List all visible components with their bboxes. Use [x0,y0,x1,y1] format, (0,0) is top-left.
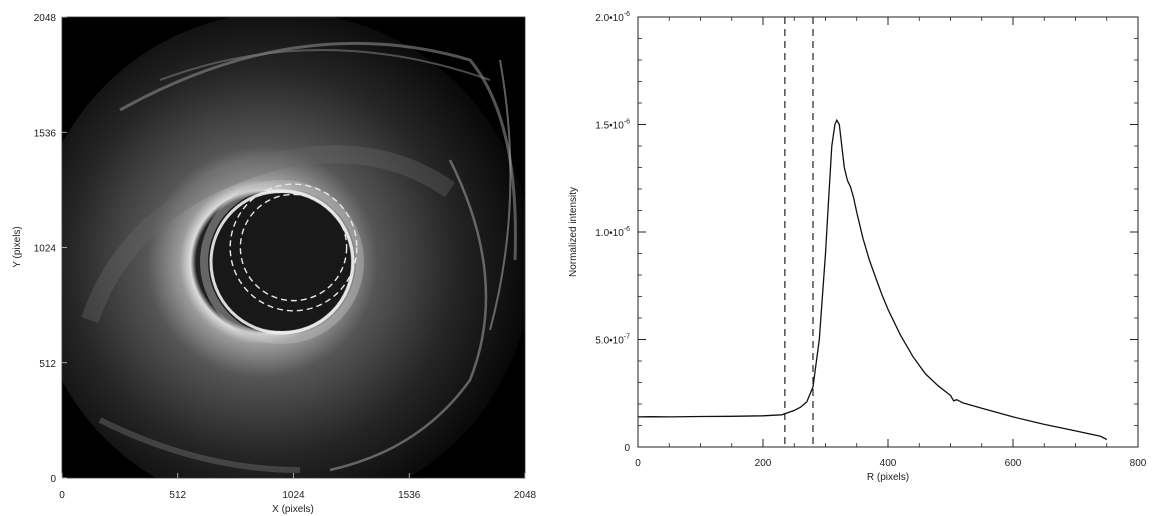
plot-y-tick-label: 1.5•10-6 [595,119,630,132]
plot-y-ticks: 0 5.0•10-7 1.0•10-6 1.5•10-6 2.0•10-6 [595,11,1138,454]
image-x-axis-label: X (pixels) [272,504,314,515]
plot-y-tick-label: 1.0•10-6 [595,226,630,239]
plot-x-tick-label: 800 [1130,458,1147,469]
image-y-ticks: 0 512 1024 1536 2048 [34,13,67,485]
image-y-tick-label: 2048 [34,13,57,24]
plot-x-tick-label: 200 [755,458,772,469]
plot-y-tick-label: 2.0•10-6 [595,11,630,24]
plot-x-tick-label: 400 [880,458,897,469]
image-x-tick-label: 0 [59,490,65,501]
plot-x-ticks: 0 200 400 600 800 [635,17,1147,469]
plot-frame [637,16,1139,448]
dashed-circle-inner [239,193,348,302]
plot-vlines [784,17,814,447]
image-y-tick-label: 1024 [34,244,57,255]
plot-y-tick-label: 0 [624,443,630,454]
image-y-tick-label: 0 [50,474,56,485]
image-y-axis-label: Y (pixels) [12,226,23,268]
image-x-tick-label: 1536 [398,490,421,501]
series-line [637,118,1108,441]
image-y-tick-label: 1536 [34,128,57,139]
plot-y-tick-label: 5.0•10-7 [595,334,630,347]
image-x-ticks: 0 512 1024 1536 2048 [59,473,537,501]
profile-panel: 0 200 400 600 800 0 5.0•10-7 1.0•10-6 1.5•10-6 2… [568,11,1147,483]
plot-x-axis-label: R (pixels) [867,472,909,483]
plot-x-tick-label: 600 [1005,458,1022,469]
plot-y-axis-label: Normalized intensity [568,187,579,277]
dashed-circle-outer [229,183,358,312]
plot-x-tick-label: 0 [635,458,641,469]
image-x-tick-label: 1024 [282,490,305,501]
corona-image [62,17,525,478]
image-panel: 0 512 1024 1536 2048 0 512 1024 1536 2048 X (pix… [12,13,537,515]
image-y-tick-label: 512 [39,359,56,370]
image-x-tick-label: 512 [169,490,186,501]
image-x-tick-label: 2048 [514,490,537,501]
